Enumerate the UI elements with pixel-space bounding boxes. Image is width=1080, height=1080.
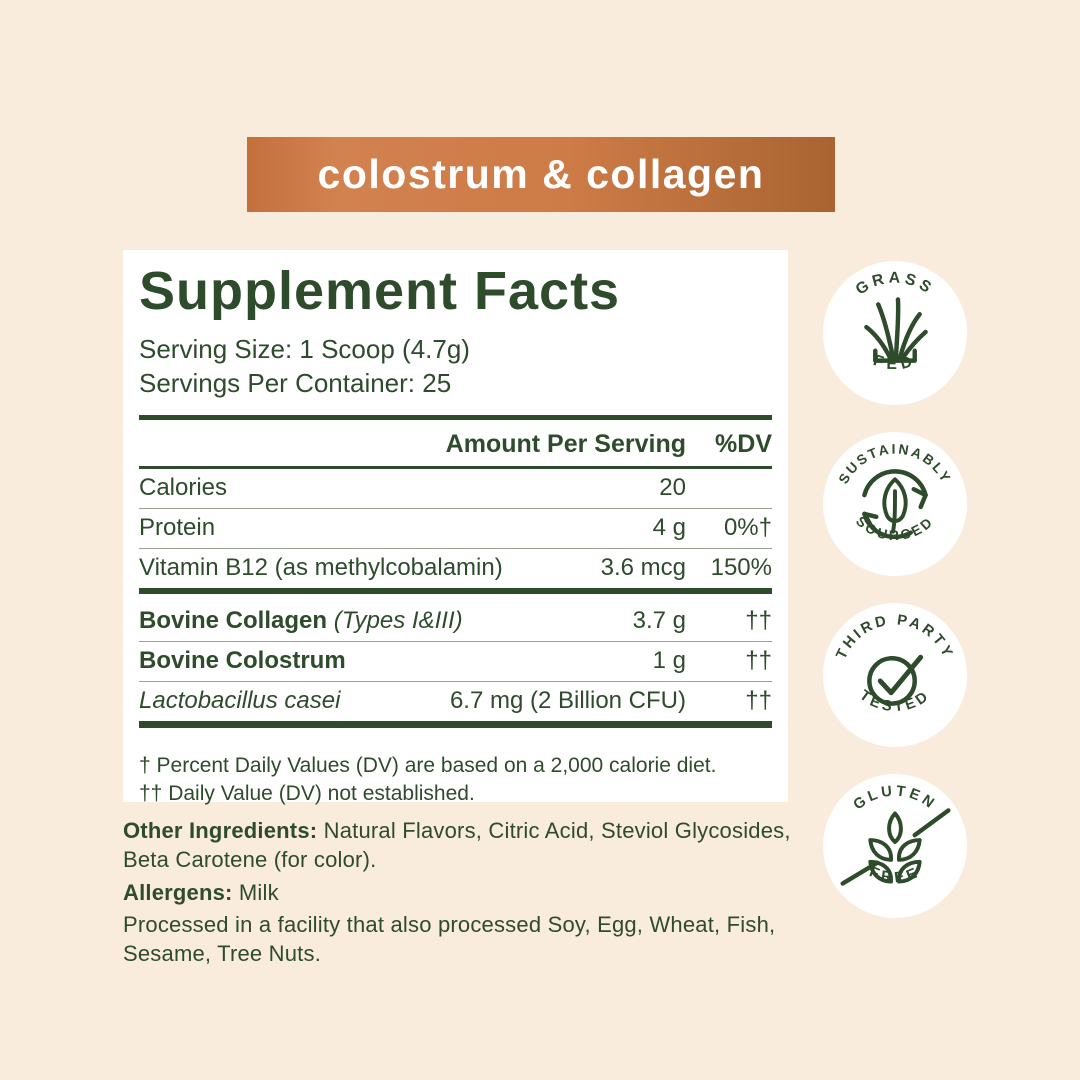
table-row-vitamin-b12: Vitamin B12 (as methylcobalamin) 3.6 mcg… (139, 549, 772, 594)
table-header-row: Amount Per Serving %DV (139, 420, 772, 469)
nutrient-dv: †† (745, 646, 772, 674)
footnote-dv: † Percent Daily Values (DV) are based on… (139, 753, 717, 777)
badge-sustainably-sourced: SUSTAINABLY SOURCED (821, 430, 969, 578)
dv-header: %DV (715, 429, 772, 458)
supplement-facts-panel: Supplement Facts Serving Size: 1 Scoop (… (123, 250, 788, 805)
badge-third-party-tested: THIRD PARTY TESTED (821, 601, 969, 749)
nutrient-dv: 150% (710, 553, 772, 581)
check-circle-icon (867, 654, 924, 706)
nutrient-amount: 6.7 mg (2 Billion CFU) (449, 686, 686, 714)
amount-header: Amount Per Serving (445, 429, 686, 458)
nutrient-amount: 1 g (652, 646, 686, 674)
nutrient-amount: 3.6 mcg (600, 553, 686, 581)
nutrient-dv: †† (745, 606, 772, 634)
footnotes: † Percent Daily Values (DV) are based on… (139, 752, 772, 807)
serving-info: Serving Size: 1 Scoop (4.7g) Servings Pe… (139, 333, 772, 400)
table-row-calories: Calories 20 (139, 469, 772, 509)
panel-title: Supplement Facts (139, 261, 621, 321)
nutrient-name: Bovine Collagen (Types I&III) (139, 606, 463, 634)
other-info-block: Other Ingredients: Natural Flavors, Citr… (123, 816, 818, 968)
table-row-lactobacillus-casei: Lactobacillus casei 6.7 mg (2 Billion CF… (139, 682, 772, 728)
leaf-recycle-icon (862, 469, 928, 540)
badge-circle (822, 260, 968, 406)
product-name: colostrum & collagen (317, 151, 765, 197)
grass-icon (864, 297, 928, 363)
nutrient-name: Vitamin B12 (as methylcobalamin) (139, 553, 503, 581)
allergens: Allergens: Milk (123, 879, 279, 905)
nutrient-amount: 3.7 g (632, 606, 686, 634)
nutrient-amount: 20 (659, 473, 686, 501)
table-row-protein: Protein 4 g 0%† (139, 509, 772, 549)
nutrient-amount: 4 g (652, 513, 686, 541)
facts-table: Amount Per Serving %DV Calories 20 Prote… (139, 414, 772, 728)
footnote-not-established: †† Daily Value (DV) not established. (139, 781, 475, 805)
serving-size: Serving Size: 1 Scoop (4.7g) (139, 334, 470, 365)
nutrient-name: Lactobacillus casei (139, 686, 341, 714)
product-banner: colostrum & collagen (247, 137, 835, 212)
badge-circle (822, 773, 968, 919)
nutrient-name: Bovine Colostrum (139, 646, 346, 674)
nutrient-name: Protein (139, 513, 216, 541)
nutrient-name: Calories (139, 473, 228, 501)
other-ingredients: Other Ingredients: Natural Flavors, Citr… (123, 818, 791, 873)
badge-circle (822, 602, 968, 748)
servings-per-container: Servings Per Container: 25 (139, 367, 452, 398)
nutrient-dv: †† (745, 686, 772, 714)
nutrient-dv: 0%† (723, 513, 772, 541)
facility-note: Processed in a facility that also proces… (123, 911, 776, 966)
badge-gluten-free: GLUTEN FREE (821, 772, 969, 920)
table-row-bovine-collagen: Bovine Collagen (Types I&III) 3.7 g †† (139, 594, 772, 642)
badge-grass-fed: GRASS FED (821, 259, 969, 407)
wheat-slash-icon (840, 808, 951, 886)
table-row-bovine-colostrum: Bovine Colostrum 1 g †† (139, 642, 772, 682)
